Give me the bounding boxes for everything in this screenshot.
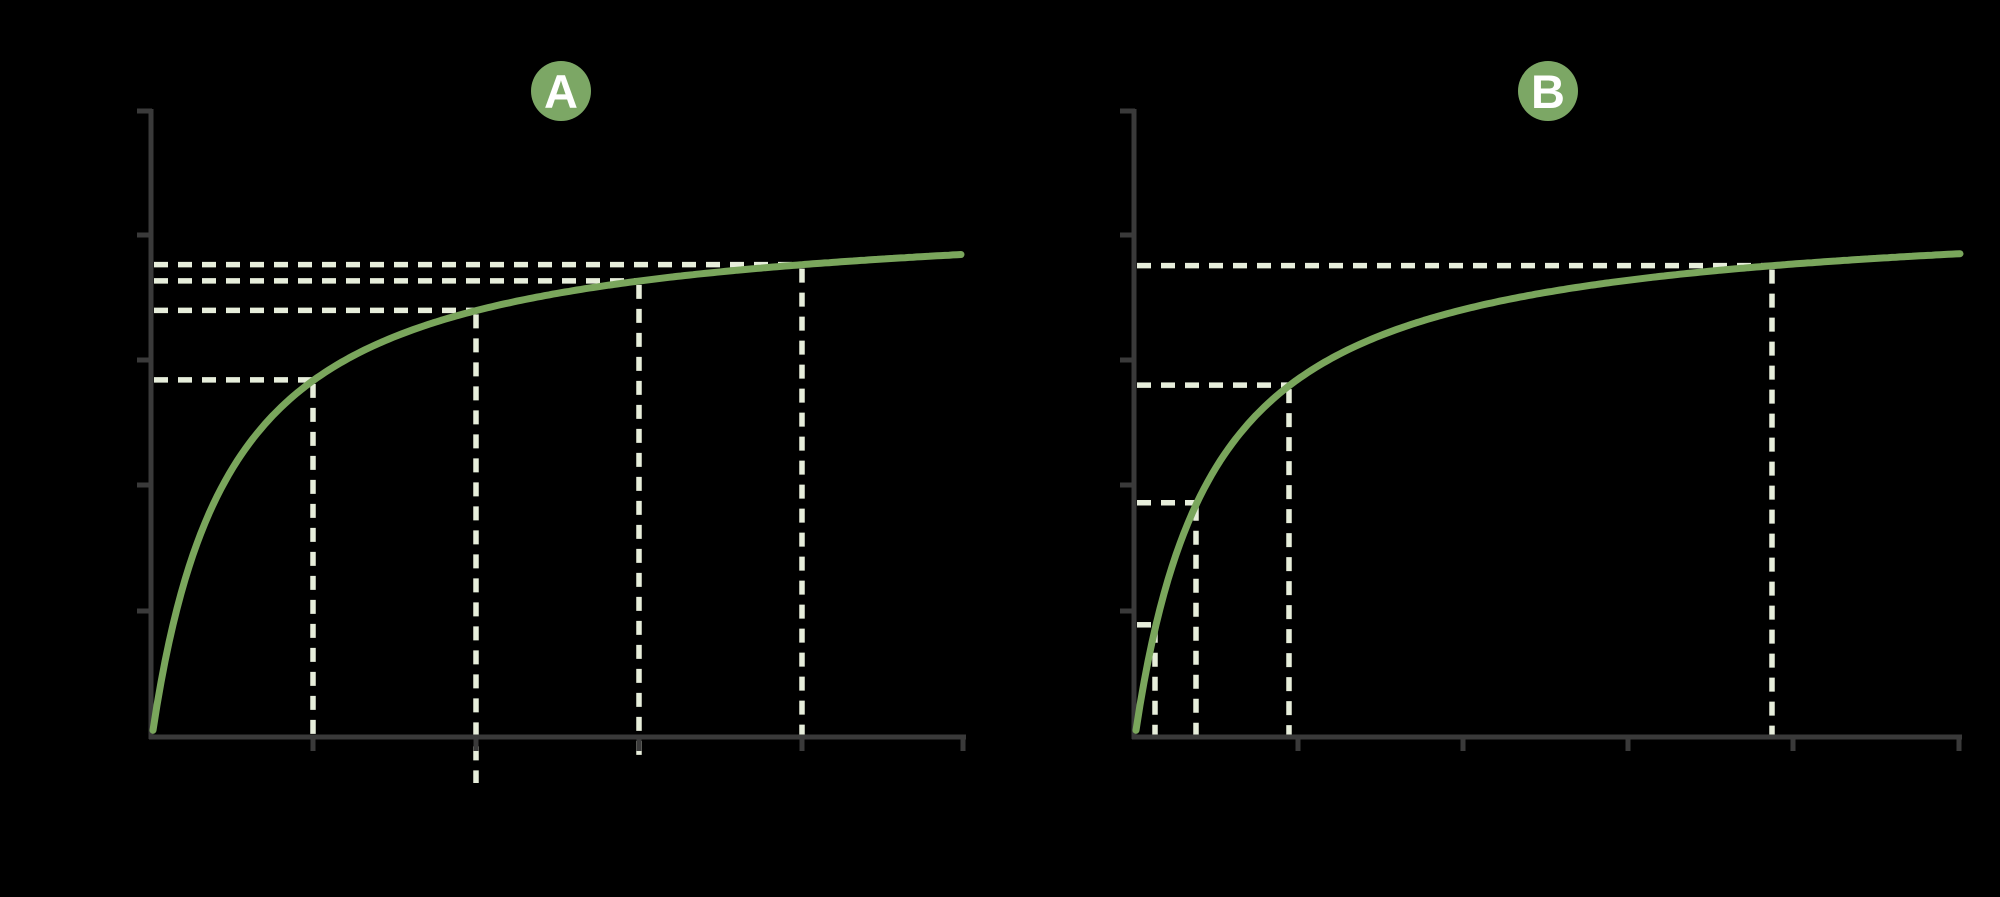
panel-badge-label: A	[544, 65, 578, 118]
panel-badge-circle	[1518, 61, 1578, 121]
panel-badge-label: B	[1531, 65, 1565, 118]
saturation-curve	[149, 251, 965, 734]
panel-a: A	[137, 61, 966, 783]
saturation-curve	[1132, 250, 1964, 734]
panel-badge-circle	[531, 61, 591, 121]
panel-b: B	[1120, 61, 1964, 751]
